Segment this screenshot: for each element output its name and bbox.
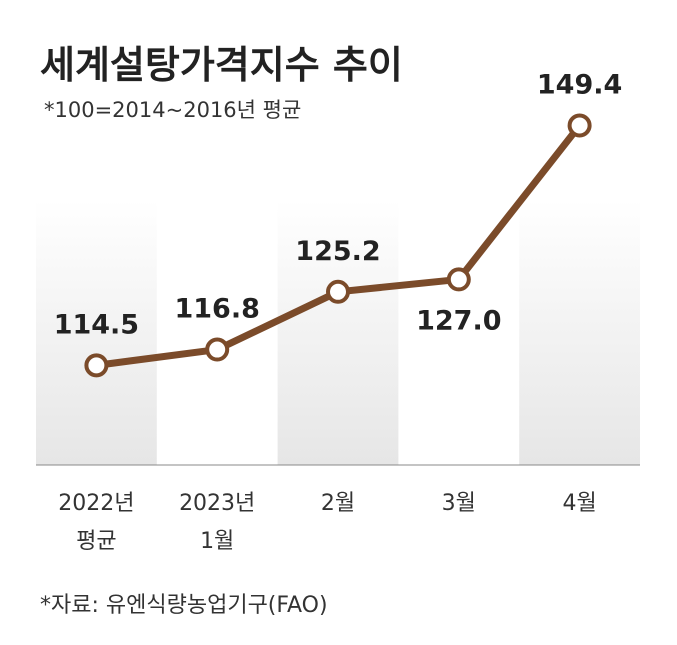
x-tick-label: 2023년 1월 bbox=[179, 491, 256, 554]
point bbox=[326, 279, 350, 304]
chart-subtitle: *100=2014~2016년 평균 bbox=[44, 98, 301, 122]
value-label: 127.0 bbox=[416, 305, 501, 336]
value-label: 116.8 bbox=[174, 294, 259, 325]
point bbox=[567, 113, 592, 138]
value-label: 125.2 bbox=[295, 236, 380, 267]
point bbox=[205, 337, 230, 362]
x-tick-label: 2022년 평균 bbox=[58, 491, 135, 554]
value-label: 149.4 bbox=[537, 69, 622, 100]
value-label: 114.5 bbox=[54, 309, 139, 340]
point bbox=[446, 267, 471, 292]
band bbox=[36, 200, 157, 465]
band bbox=[277, 200, 399, 465]
source: *자료: 유엔식량농업기구(FAO) bbox=[40, 593, 328, 618]
band bbox=[519, 200, 640, 465]
x-tick-label: 2월 bbox=[320, 491, 356, 516]
x-tick-label: 4월 bbox=[562, 491, 597, 516]
x-tick-label: 3월 bbox=[441, 491, 476, 516]
point bbox=[84, 353, 109, 378]
chart-title: 세계설탕가격지수 추이 bbox=[40, 43, 403, 87]
